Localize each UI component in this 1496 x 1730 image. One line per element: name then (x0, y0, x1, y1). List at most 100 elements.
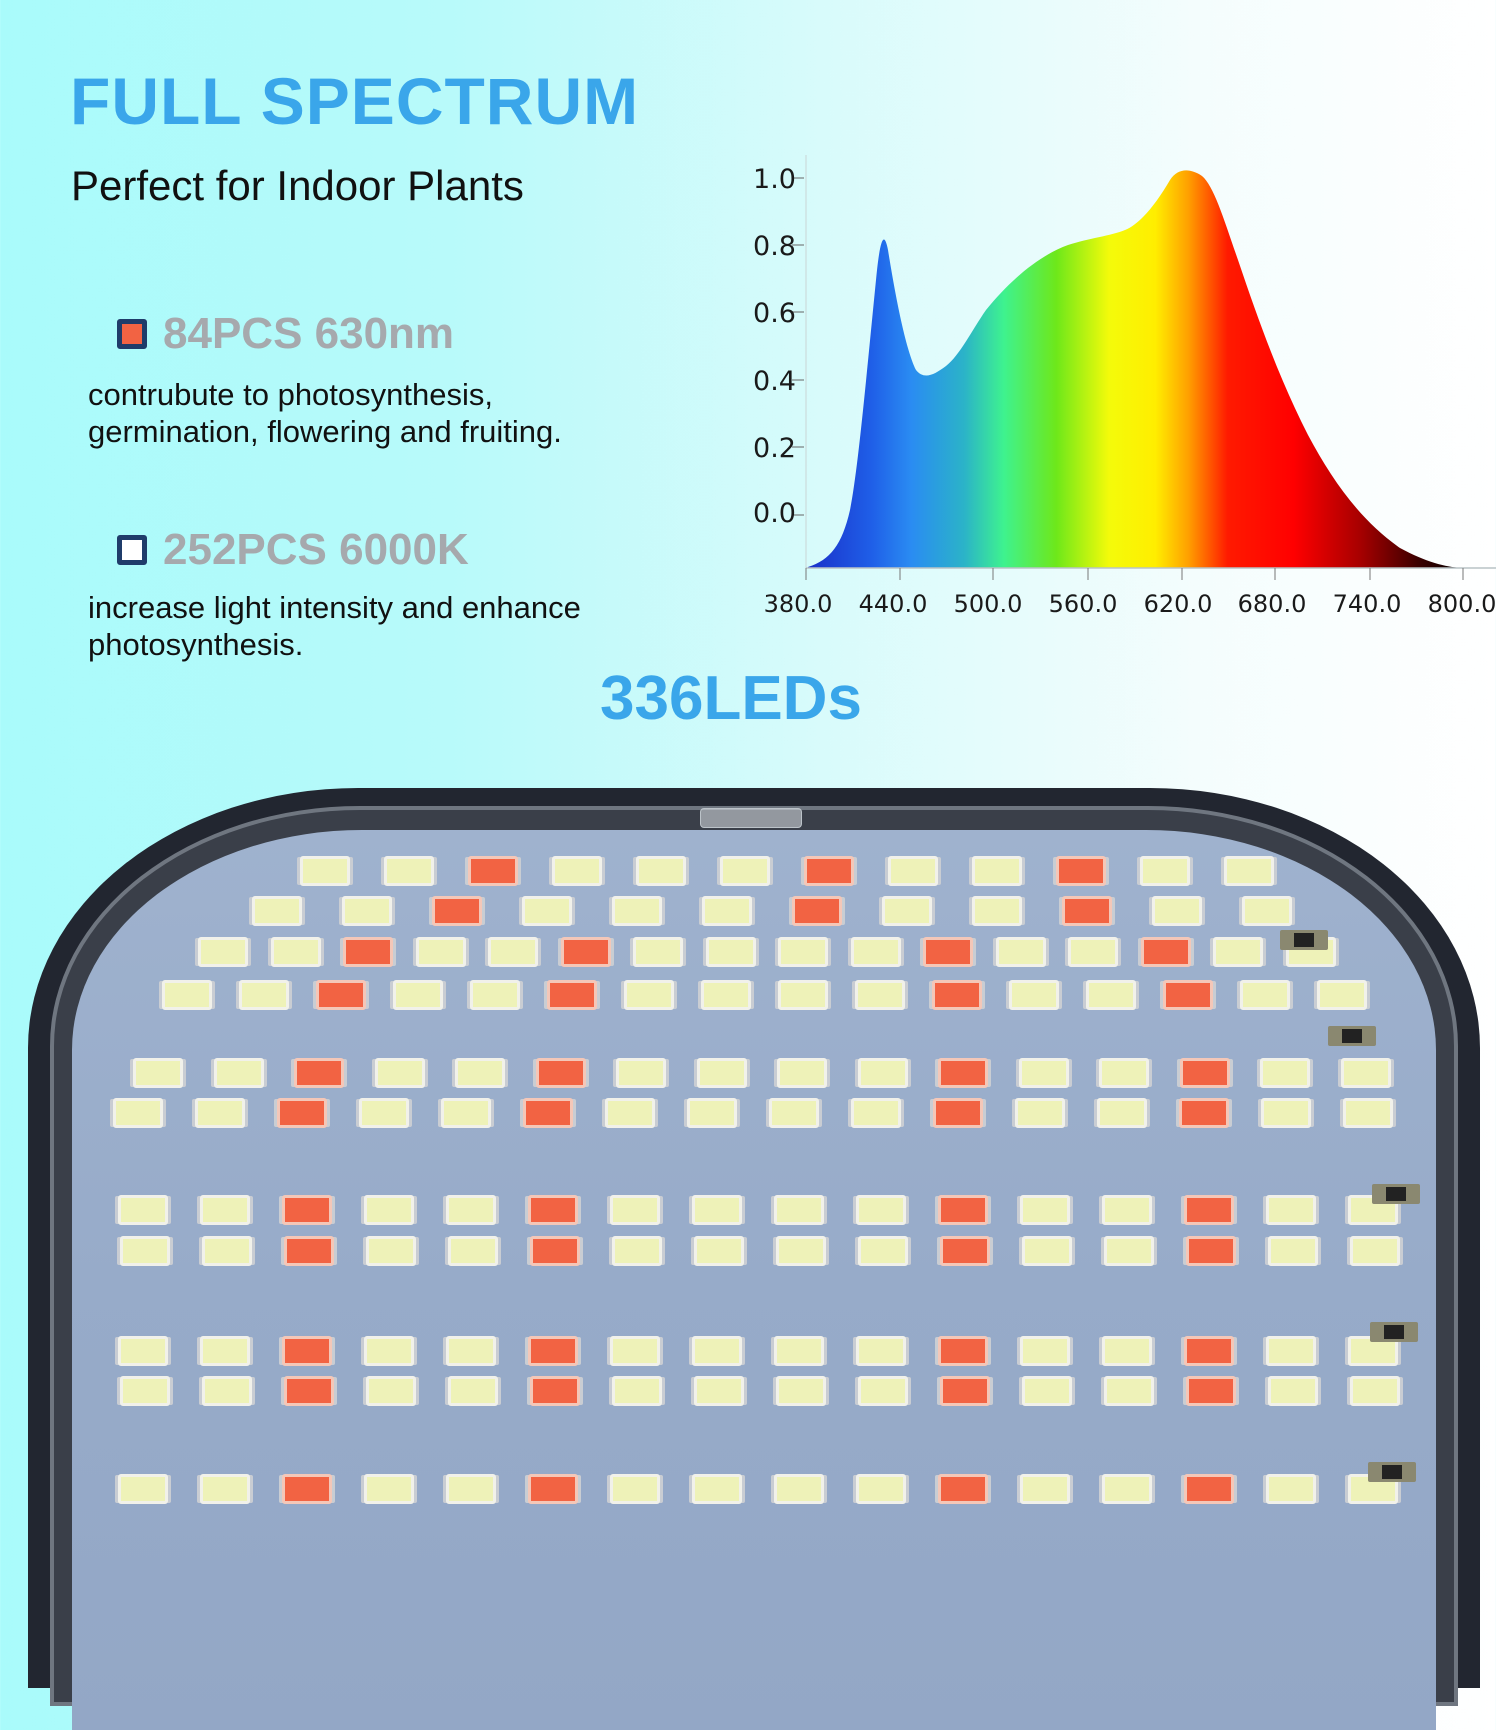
red-led-chip (1140, 937, 1191, 967)
y-tick-label: 0.0 (753, 498, 796, 529)
white-led-chip (366, 1376, 416, 1406)
white-led-chip (162, 980, 212, 1010)
red-led-chip (282, 1195, 332, 1225)
white-led-chip (200, 1195, 250, 1225)
red-led-chip (282, 1336, 332, 1366)
red-led-chip (1184, 1474, 1234, 1504)
red-led-swatch-icon (117, 319, 147, 349)
white-led-chip (605, 1098, 655, 1128)
white-led-chip (1020, 1336, 1070, 1366)
white-led-chip (778, 980, 828, 1010)
white-led-chip (612, 896, 662, 926)
feature-red-label: 84PCS 630nm (163, 309, 455, 358)
page-title: FULL SPECTRUM (70, 64, 640, 138)
white-led-chip (300, 856, 350, 886)
red-led-chip (804, 856, 854, 886)
x-tick-label: 620.0 (1143, 590, 1213, 618)
white-led-chip (270, 937, 321, 967)
red-led-chip (1184, 1336, 1234, 1366)
white-led-chip (1224, 856, 1274, 886)
white-led-chip (616, 1058, 666, 1088)
white-led-chip (448, 1236, 498, 1266)
red-led-chip (343, 937, 393, 967)
white-led-chip (1018, 1058, 1069, 1088)
white-led-chip (113, 1098, 163, 1128)
y-tick-label: 0.4 (753, 366, 796, 397)
white-led-chip (774, 1336, 824, 1366)
white-led-chip (393, 980, 443, 1010)
red-led-chip (938, 1058, 988, 1088)
white-led-chip (610, 1336, 660, 1366)
white-led-chip (857, 1058, 908, 1088)
white-led-chip (198, 937, 248, 967)
white-led-chip (415, 937, 466, 967)
red-led-chip (560, 937, 611, 967)
red-led-chip (528, 1195, 578, 1225)
white-led-chip (1022, 1236, 1072, 1266)
red-led-chip (1179, 1098, 1229, 1128)
x-tick-label: 380.0 (763, 590, 833, 618)
feature-white-description: increase light intensity and enhance pho… (88, 589, 581, 663)
white-led-chip (692, 1474, 742, 1504)
led-array (113, 856, 1420, 1504)
white-led-chip (195, 1098, 245, 1128)
white-led-chip (636, 856, 686, 886)
red-led-chip (1186, 1376, 1236, 1406)
white-led-chip (1317, 980, 1367, 1010)
white-led-chip (687, 1098, 737, 1128)
feature-white-heading: 252PCS 6000K (117, 528, 469, 572)
white-led-chip (522, 896, 572, 926)
x-tick-label: 560.0 (1048, 590, 1118, 618)
white-led-chip (776, 1236, 826, 1266)
white-led-chip (446, 1336, 496, 1366)
white-led-chip (856, 1336, 906, 1366)
white-led-chip (972, 896, 1022, 926)
white-led-chip (448, 1376, 498, 1406)
white-led-chip (1097, 1098, 1147, 1128)
white-led-chip (202, 1236, 252, 1266)
white-led-chip (720, 856, 770, 886)
resistor-component (1328, 1026, 1376, 1046)
red-led-chip (528, 1336, 578, 1366)
red-led-chip (923, 937, 973, 967)
red-led-chip (528, 1474, 578, 1504)
feature-red-heading: 84PCS 630nm (117, 312, 454, 356)
white-led-chip (488, 937, 538, 967)
white-led-chip (384, 856, 434, 886)
red-led-chip (547, 980, 597, 1010)
white-led-chip (455, 1058, 505, 1088)
red-led-chip (316, 980, 366, 1010)
red-led-chip (535, 1058, 586, 1088)
white-led-chip (364, 1336, 414, 1366)
white-led-chip (252, 896, 302, 926)
white-led-chip (694, 1376, 744, 1406)
white-led-chip (1268, 1376, 1318, 1406)
red-led-chip (277, 1098, 327, 1128)
white-led-chip (855, 980, 905, 1010)
red-led-chip (940, 1376, 990, 1406)
white-led-chip (774, 1195, 824, 1225)
red-led-chip (1163, 980, 1213, 1010)
y-tick-label: 0.6 (753, 298, 796, 329)
white-led-chip (1104, 1236, 1154, 1266)
white-led-chip (1020, 1195, 1070, 1225)
white-led-chip (1102, 1195, 1152, 1225)
white-led-chip (610, 1195, 660, 1225)
white-led-chip (769, 1098, 819, 1128)
white-led-chip (701, 980, 751, 1010)
x-tick-label: 800.0 (1427, 590, 1496, 618)
white-led-chip (1266, 1336, 1316, 1366)
white-led-chip (1099, 1058, 1149, 1088)
white-led-chip (118, 1336, 168, 1366)
white-led-chip (1242, 896, 1292, 926)
red-led-chip (933, 1098, 983, 1128)
led-count-label: 336LEDs (600, 664, 862, 733)
white-led-chip (696, 1058, 747, 1088)
white-led-chip (239, 980, 289, 1010)
y-tick-label: 0.2 (753, 433, 796, 464)
white-led-chip (118, 1195, 168, 1225)
x-tick-label: 680.0 (1237, 590, 1307, 618)
white-led-chip (1343, 1098, 1393, 1128)
white-led-chip (202, 1376, 252, 1406)
white-led-chip (776, 1376, 826, 1406)
